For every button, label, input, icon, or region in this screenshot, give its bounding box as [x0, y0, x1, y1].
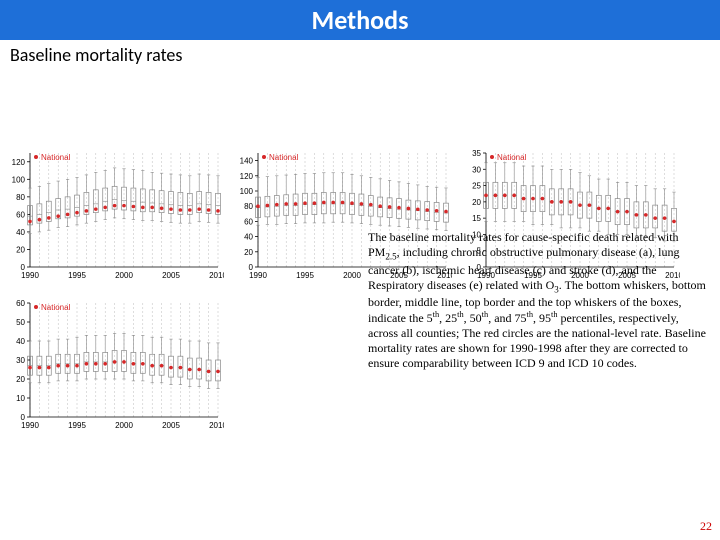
title-bar: Methods	[0, 0, 720, 40]
svg-text:20: 20	[472, 198, 481, 207]
svg-text:1990: 1990	[21, 271, 39, 280]
panel-a: 02040608010012019901995200020052010Natio…	[4, 145, 224, 290]
svg-text:100: 100	[12, 175, 26, 184]
svg-text:100: 100	[240, 187, 254, 196]
svg-text:80: 80	[16, 193, 25, 202]
figure-caption: The baseline mortality rates for cause-s…	[368, 230, 708, 371]
svg-text:2010: 2010	[209, 421, 224, 430]
svg-text:2000: 2000	[115, 421, 133, 430]
svg-text:80: 80	[244, 202, 253, 211]
svg-text:20: 20	[244, 248, 253, 257]
svg-text:40: 40	[16, 337, 25, 346]
svg-text:National: National	[41, 303, 71, 312]
svg-text:2000: 2000	[343, 271, 361, 280]
svg-text:60: 60	[16, 299, 25, 308]
svg-text:60: 60	[244, 217, 253, 226]
svg-text:National: National	[41, 153, 71, 162]
svg-text:120: 120	[240, 172, 254, 181]
svg-text:15: 15	[472, 214, 481, 223]
svg-text:20: 20	[16, 245, 25, 254]
svg-text:120: 120	[12, 158, 26, 167]
title-text: Methods	[312, 4, 409, 36]
svg-text:20: 20	[16, 375, 25, 384]
svg-text:1990: 1990	[21, 421, 39, 430]
svg-text:50: 50	[16, 318, 25, 327]
svg-text:National: National	[497, 153, 527, 162]
svg-text:2005: 2005	[162, 421, 180, 430]
svg-text:1990: 1990	[249, 271, 267, 280]
svg-text:National: National	[269, 153, 299, 162]
svg-text:25: 25	[472, 182, 481, 191]
page-number: 22	[700, 519, 712, 534]
svg-text:2000: 2000	[115, 271, 133, 280]
svg-text:10: 10	[16, 394, 25, 403]
svg-text:1995: 1995	[296, 271, 314, 280]
svg-text:40: 40	[16, 228, 25, 237]
panel-d: 010203040506019901995200020052010Nationa…	[4, 295, 224, 440]
svg-text:30: 30	[16, 356, 25, 365]
subtitle: Baseline mortality rates	[0, 40, 720, 70]
svg-text:60: 60	[16, 210, 25, 219]
svg-text:2010: 2010	[209, 271, 224, 280]
subtitle-text: Baseline mortality rates	[10, 44, 182, 66]
svg-text:1995: 1995	[68, 421, 86, 430]
svg-text:35: 35	[472, 149, 481, 158]
svg-text:140: 140	[240, 157, 254, 166]
svg-text:1995: 1995	[68, 271, 86, 280]
svg-text:2005: 2005	[162, 271, 180, 280]
svg-text:40: 40	[244, 233, 253, 242]
svg-text:30: 30	[472, 165, 481, 174]
